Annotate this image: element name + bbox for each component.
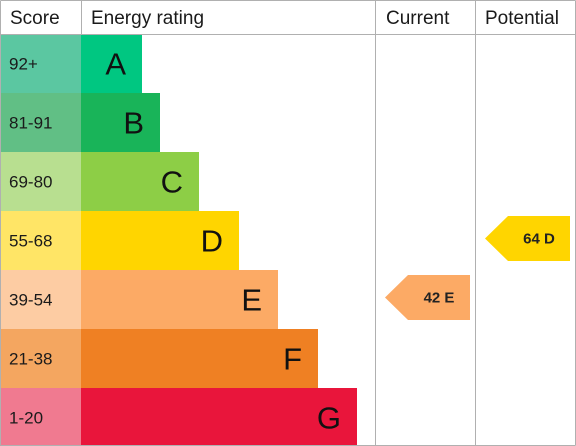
score-cell-b <box>0 93 81 152</box>
score-cell-e <box>0 270 81 329</box>
rating-bar-e <box>81 270 278 329</box>
score-range-c: 69-80 <box>9 173 52 192</box>
potential-pointer <box>485 216 570 261</box>
score-cell-f <box>0 329 81 388</box>
current-pointer <box>385 275 470 320</box>
score-range-a: 92+ <box>9 55 38 74</box>
score-cell-g <box>0 388 81 446</box>
rating-bar-d <box>81 211 239 270</box>
rating-letter-a: A <box>105 47 126 82</box>
score-range-g: 1-20 <box>9 409 43 428</box>
score-range-d: 55-68 <box>9 232 52 251</box>
score-range-e: 39-54 <box>9 291 52 310</box>
rating-letter-b: B <box>123 106 144 141</box>
current-rating-label: 42 E <box>424 290 455 307</box>
rating-pointers: 42 E 64 D <box>385 216 570 320</box>
rating-bar-f <box>81 329 318 388</box>
header-energy-rating: Energy rating <box>91 8 204 29</box>
rating-bar-c <box>81 152 199 211</box>
rating-letter-e: E <box>241 283 262 318</box>
rating-bar-g <box>81 388 357 446</box>
rating-letter-d: D <box>201 224 223 259</box>
score-cell-a <box>0 34 81 93</box>
header-current: Current <box>386 8 450 29</box>
rating-bar-a <box>81 34 142 93</box>
score-cell-d <box>0 211 81 270</box>
score-range-f: 21-38 <box>9 350 52 369</box>
rating-bar-b <box>81 93 160 152</box>
rating-bands: 92+ A 81-91 B 69-80 C 55-68 D 39-54 E 21-38 F 1-20 G <box>0 34 357 446</box>
score-cell-c <box>0 152 81 211</box>
header-score: Score <box>10 8 60 29</box>
rating-letter-f: F <box>283 342 302 377</box>
header-potential: Potential <box>485 8 559 29</box>
score-range-b: 81-91 <box>9 114 52 133</box>
rating-letter-g: G <box>317 401 341 436</box>
potential-rating-label: 64 D <box>523 231 555 248</box>
rating-letter-c: C <box>161 165 183 200</box>
